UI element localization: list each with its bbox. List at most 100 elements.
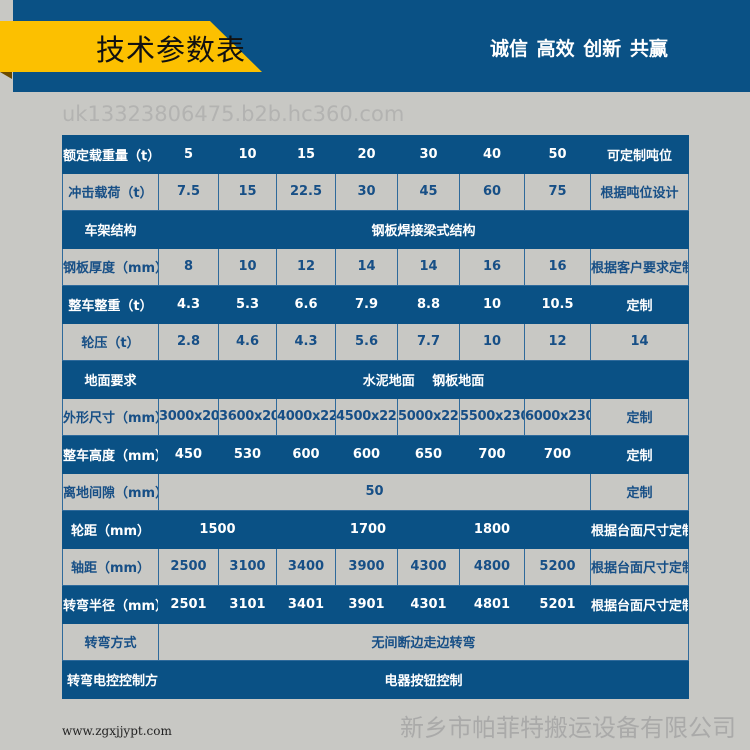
table-cell: 50 <box>158 472 591 511</box>
table-cell: 2.8 <box>158 322 219 361</box>
table-cell: 8 <box>158 247 219 286</box>
row-label: 冲击载荷（t） <box>62 172 159 211</box>
table-cell: 14 <box>335 247 398 286</box>
table-cell: 2500 <box>158 547 219 586</box>
table-cell <box>524 510 591 549</box>
table-cell: 水泥地面 钢板地面 <box>158 360 689 399</box>
table-row: 额定载重量（t） 5 10 15 20 30 40 50 可定制吨位 <box>62 135 689 174</box>
table-cell: 700 <box>524 435 591 474</box>
table-cell: 20 <box>335 135 398 174</box>
table-row: 整车整重（t） 4.3 5.3 6.6 7.9 8.8 10 10.5 定制 <box>62 285 689 324</box>
table-cell: 3600x2000 <box>218 397 277 436</box>
table-cell: 22.5 <box>276 172 336 211</box>
table-row: 外形尺寸（mm）3000x20003600x20004000x22004500x… <box>62 397 689 436</box>
table-row: 轮压（t） 2.8 4.6 4.3 5.6 7.7 10 12 14 <box>62 322 689 361</box>
ribbon-fold <box>0 72 12 79</box>
row-label: 轮距（mm） <box>62 510 159 549</box>
table-cell: 4800 <box>459 547 525 586</box>
table-cell: 4.6 <box>218 322 277 361</box>
table-cell: 10 <box>218 135 277 174</box>
table-cell: 3901 <box>335 585 398 624</box>
table-cell: 5200 <box>524 547 591 586</box>
table-cell: 可定制吨位 <box>590 135 689 174</box>
row-label: 整车高度（mm） <box>62 435 159 474</box>
table-cell: 14 <box>590 322 689 361</box>
table-cell: 1800 <box>459 510 525 549</box>
row-label: 离地间隙（mm） <box>62 472 159 511</box>
table-cell: 5201 <box>524 585 591 624</box>
table-cell: 12 <box>276 247 336 286</box>
table-cell: 3101 <box>218 585 277 624</box>
row-label: 转弯电控控制方式 <box>62 660 159 699</box>
table-cell: 75 <box>524 172 591 211</box>
table-cell: 根据台面尺寸定制 <box>590 510 689 549</box>
table-cell: 14 <box>397 247 460 286</box>
table-cell: 16 <box>459 247 525 286</box>
table-cell: 6.6 <box>276 285 336 324</box>
table-cell: 5000x2200 <box>397 397 460 436</box>
table-row: 冲击载荷（t） 7.5 15 22.5 30 45 60 75 根据吨位设计 <box>62 172 689 211</box>
table-cell: 60 <box>459 172 525 211</box>
table-cell: 3401 <box>276 585 336 624</box>
table-cell: 600 <box>276 435 336 474</box>
table-cell: 10 <box>459 322 525 361</box>
table-row: 整车高度（mm） 450 530 600 600 650 700 700 定制 <box>62 435 689 474</box>
table-cell: 50 <box>524 135 591 174</box>
table-cell: 16 <box>524 247 591 286</box>
watermark-shop: uk13323806475.b2b.hc360.com <box>62 102 405 126</box>
row-label: 轮压（t） <box>62 322 159 361</box>
table-cell: 电器按钮控制 <box>158 660 689 699</box>
row-label: 额定载重量（t） <box>62 135 159 174</box>
table-cell: 5 <box>158 135 219 174</box>
table-cell: 15 <box>276 135 336 174</box>
table-row: 转弯方式 无间断边走边转弯 <box>62 622 689 661</box>
watermark-site: www.zgxjjypt.com <box>62 724 172 738</box>
table-cell: 10 <box>218 247 277 286</box>
row-label: 转弯方式 <box>62 622 159 661</box>
table-row: 车架结构 钢板焊接梁式结构 <box>62 210 689 249</box>
table-cell: 根据台面尺寸定制 <box>590 585 689 624</box>
spec-table: 额定载重量（t） 5 10 15 20 30 40 50 可定制吨位 冲击载荷（t） 7.5 15 22… <box>62 135 689 699</box>
row-label: 转弯半径（mm） <box>62 585 159 624</box>
table-cell: 5.3 <box>218 285 277 324</box>
table-cell: 4300 <box>397 547 460 586</box>
table-cell: 30 <box>397 135 460 174</box>
table-cell: 4500x2200 <box>335 397 398 436</box>
table-cell: 根据客户要求定制 <box>590 247 689 286</box>
table-cell: 530 <box>218 435 277 474</box>
table-cell: 5.6 <box>335 322 398 361</box>
page-title: 技术参数表 <box>96 33 247 67</box>
table-row: 轮距（mm） 1500 1700 1800 根据台面尺寸定制 <box>62 510 689 549</box>
table-cell: 15 <box>218 172 277 211</box>
table-row: 离地间隙（mm） 50 定制 <box>62 472 689 511</box>
table-cell: 1700 <box>276 510 460 549</box>
row-label: 轴距（mm） <box>62 547 159 586</box>
table-cell: 700 <box>459 435 525 474</box>
row-label: 地面要求 <box>62 360 159 399</box>
table-cell: 3400 <box>276 547 336 586</box>
table-cell: 定制 <box>590 435 689 474</box>
table-cell: 7.7 <box>397 322 460 361</box>
table-cell: 3000x2000 <box>158 397 219 436</box>
table-cell: 10 <box>459 285 525 324</box>
table-cell: 2501 <box>158 585 219 624</box>
table-cell: 4.3 <box>158 285 219 324</box>
table-cell: 3100 <box>218 547 277 586</box>
table-cell: 4000x2200 <box>276 397 336 436</box>
table-cell: 4801 <box>459 585 525 624</box>
table-row: 地面要求 水泥地面 钢板地面 <box>62 360 689 399</box>
table-cell: 600 <box>335 435 398 474</box>
table-cell: 定制 <box>590 472 689 511</box>
table-cell: 7.9 <box>335 285 398 324</box>
table-cell: 4301 <box>397 585 460 624</box>
table-cell: 7.5 <box>158 172 219 211</box>
table-cell: 8.8 <box>397 285 460 324</box>
table-cell: 5500x2300 <box>459 397 525 436</box>
watermark-company: 新乡市帕菲特搬运设备有限公司 <box>400 714 736 742</box>
table-cell: 450 <box>158 435 219 474</box>
table-cell: 45 <box>397 172 460 211</box>
table-cell: 3900 <box>335 547 398 586</box>
table-cell: 根据台面尺寸定制 <box>590 547 689 586</box>
table-row: 轴距（mm） 2500 3100 3400 3900 4300 4800 5200 根据台面尺寸… <box>62 547 689 586</box>
row-label: 外形尺寸（mm） <box>62 397 159 436</box>
